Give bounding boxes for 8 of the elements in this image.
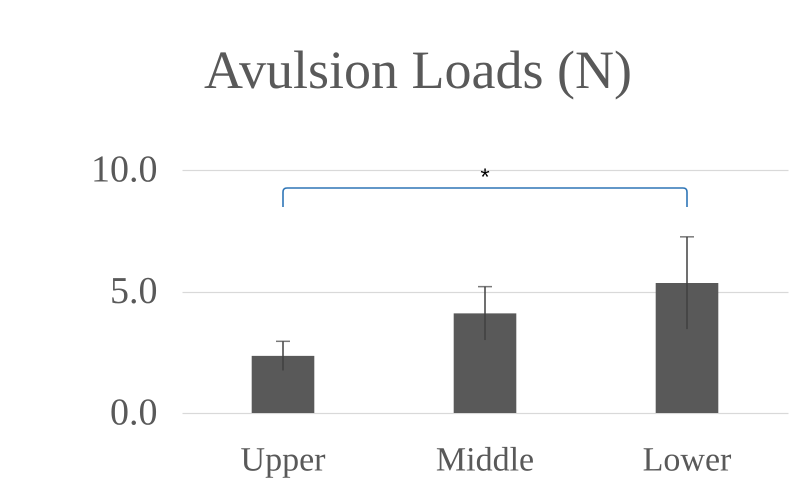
y-tick-label: 10.0 (91, 148, 158, 190)
x-tick-label: Upper (240, 442, 326, 478)
x-tick-label: Middle (436, 442, 534, 478)
chart-title: Avulsion Loads (N) (204, 40, 632, 100)
x-tick-label: Lower (642, 442, 732, 478)
y-tick-label: 5.0 (110, 270, 158, 312)
y-tick-label: 0.0 (110, 392, 158, 434)
annotation: * (480, 164, 490, 191)
